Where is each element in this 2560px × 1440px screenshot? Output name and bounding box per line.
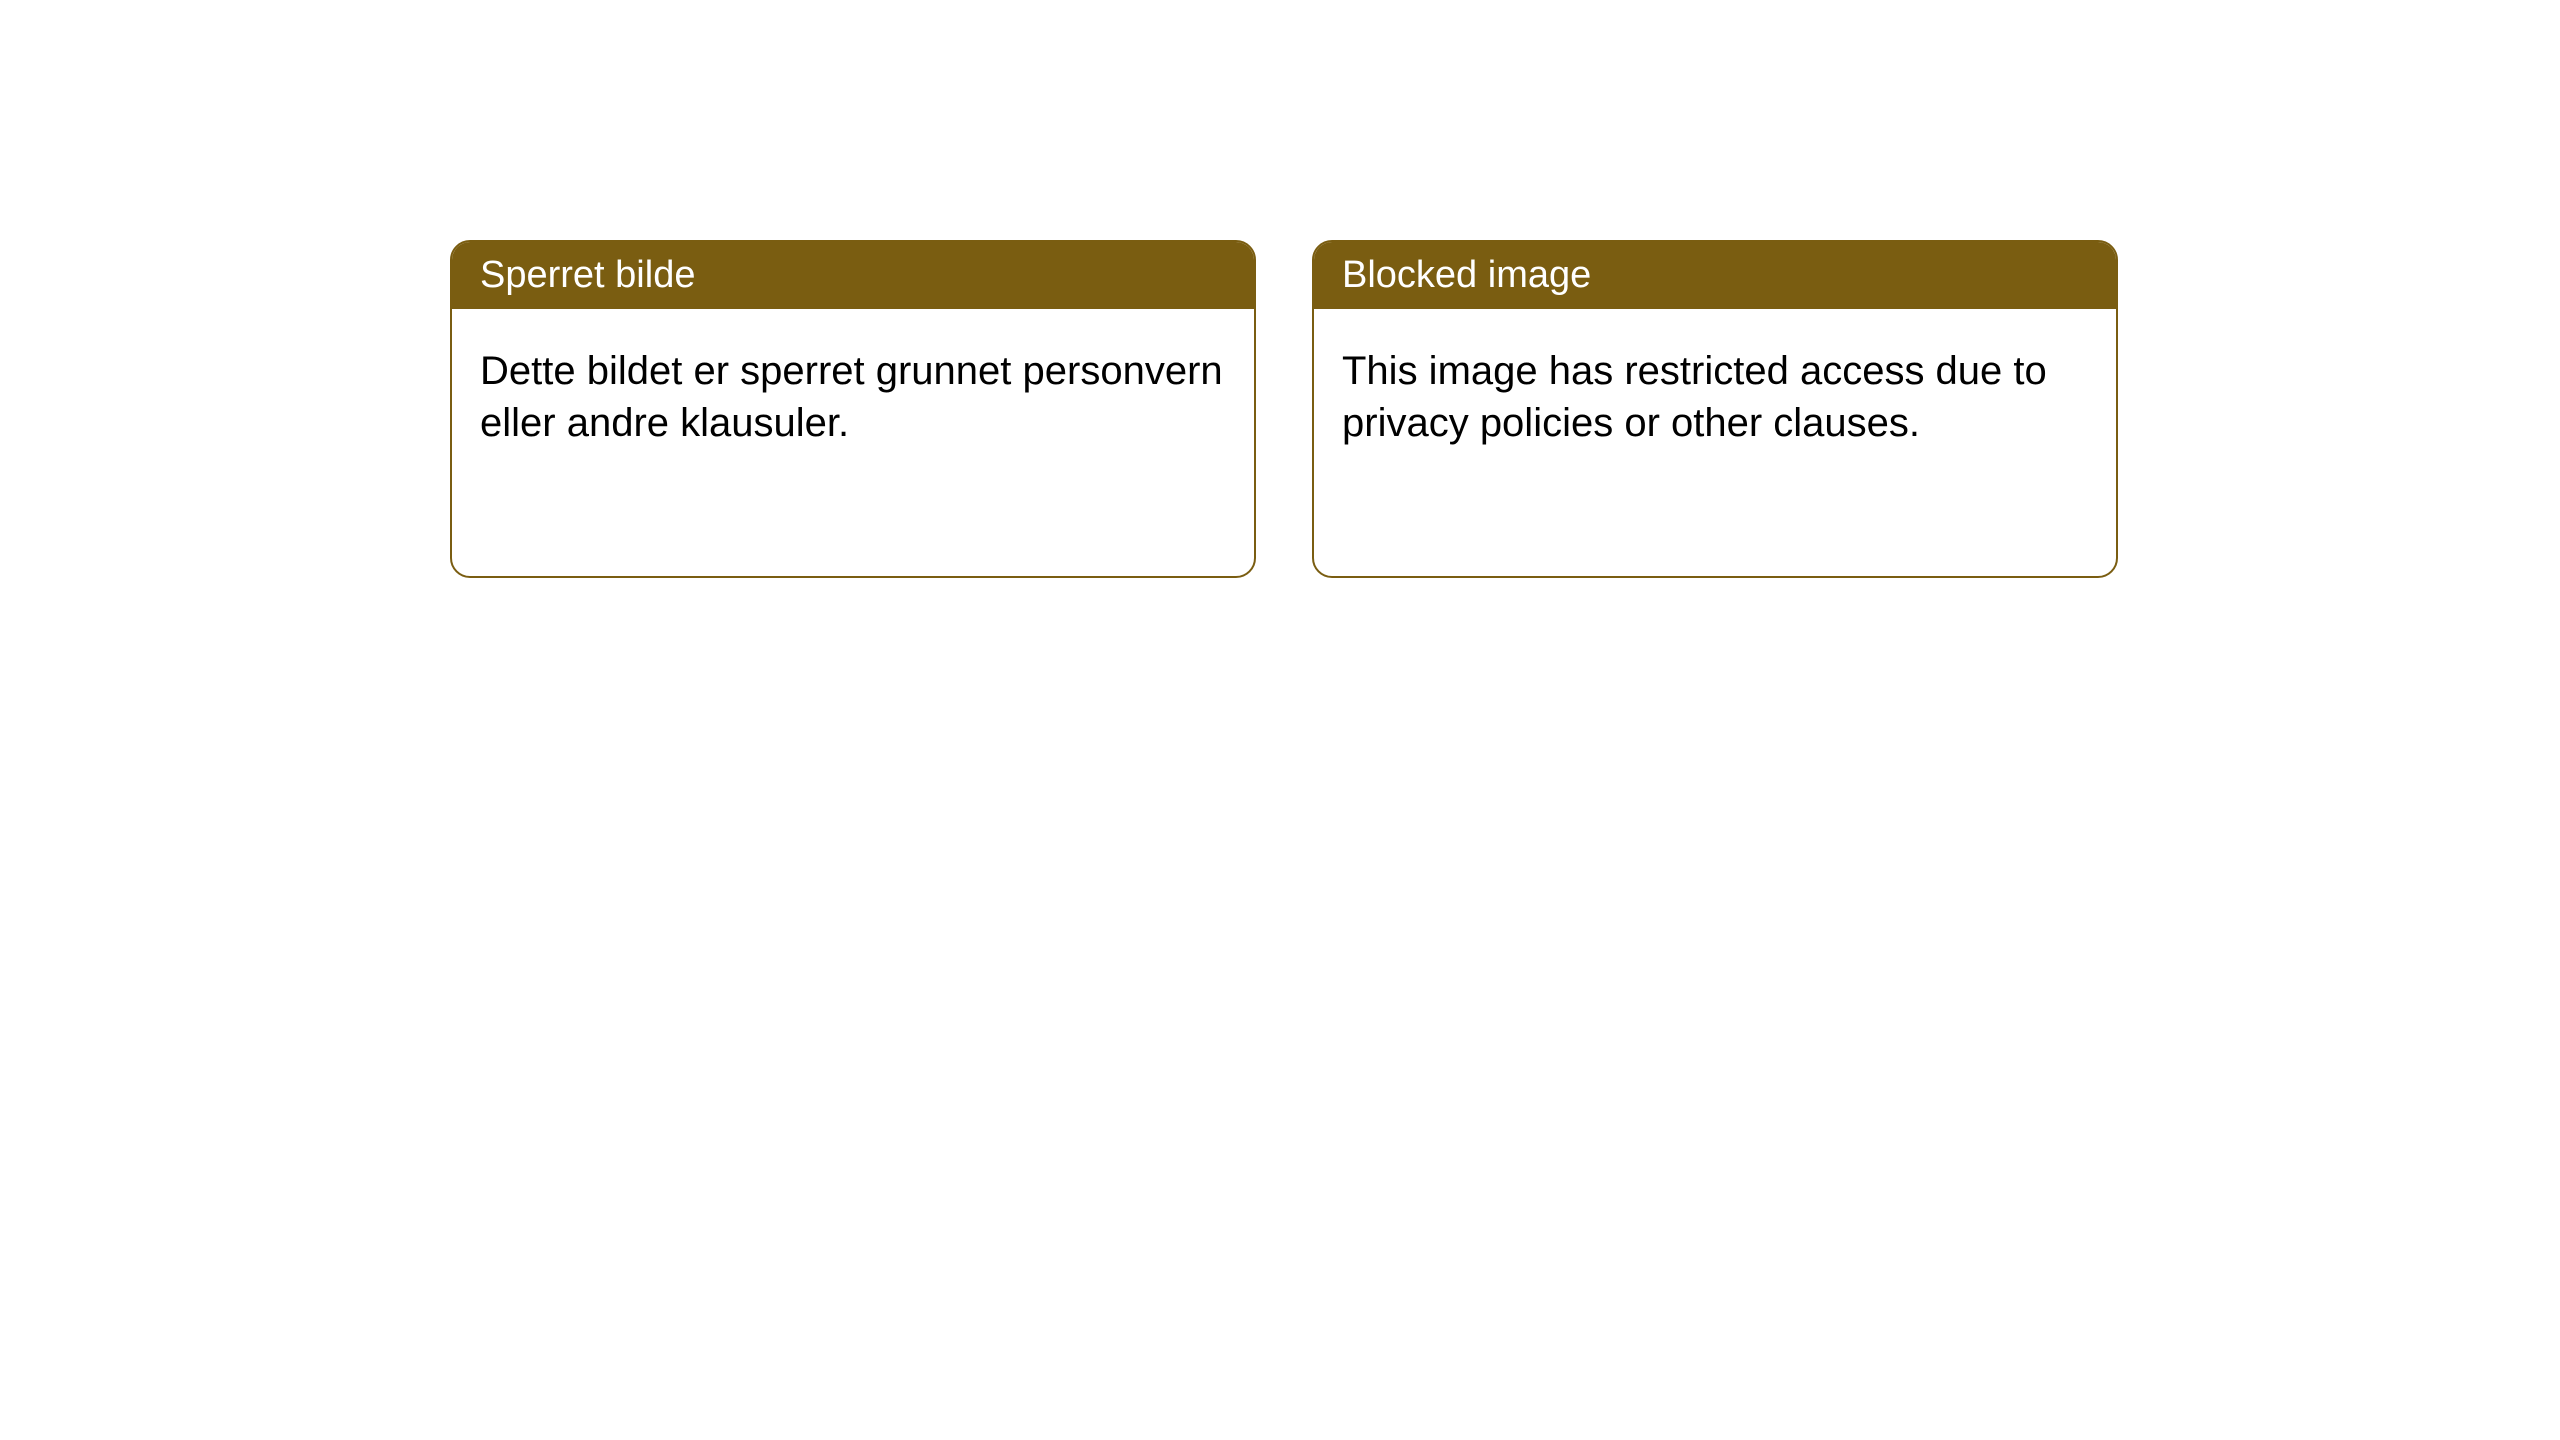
notice-header: Sperret bilde <box>452 242 1254 309</box>
notice-header: Blocked image <box>1314 242 2116 309</box>
notice-body: This image has restricted access due to … <box>1314 309 2116 485</box>
notice-box-english: Blocked image This image has restricted … <box>1312 240 2118 578</box>
notice-body: Dette bildet er sperret grunnet personve… <box>452 309 1254 485</box>
notice-container: Sperret bilde Dette bildet er sperret gr… <box>0 0 2560 578</box>
notice-box-norwegian: Sperret bilde Dette bildet er sperret gr… <box>450 240 1256 578</box>
